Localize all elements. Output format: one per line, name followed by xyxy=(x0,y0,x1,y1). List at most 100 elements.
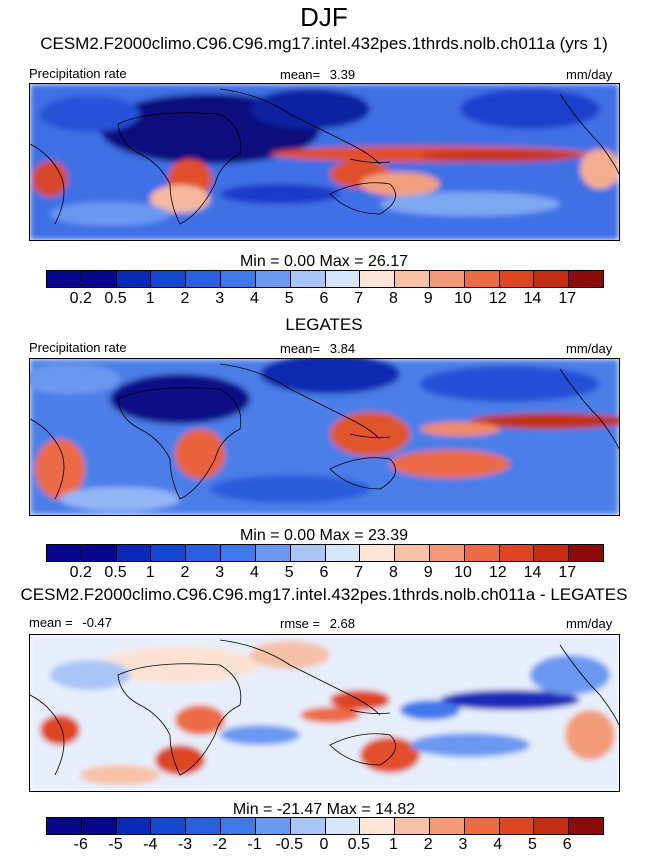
colorbar-2-swatch xyxy=(186,545,222,561)
colorbar-1-swatch xyxy=(464,271,500,287)
colorbar-2-swatch xyxy=(151,545,187,561)
colorbar-tick-label: 14 xyxy=(523,290,542,307)
colorbar-1-swatch xyxy=(221,271,256,287)
colorbar-1-swatch xyxy=(47,271,82,287)
colorbar-tick-label: 10 xyxy=(454,564,472,581)
colorbar-3-swatch xyxy=(151,818,187,834)
colorbar-1-swatch xyxy=(255,271,291,287)
colorbar-tick-label: 17 xyxy=(558,290,577,307)
colorbar-3-swatch xyxy=(290,818,326,834)
panel2-minmax: Min = 0.00 Max = 23.39 xyxy=(239,527,409,544)
diff-precip-map xyxy=(29,634,620,792)
colorbar-3-swatch xyxy=(534,818,570,834)
colorbar-1-swatch xyxy=(429,271,465,287)
colorbar-3-swatch xyxy=(429,818,465,834)
colorbar-tick-label: 4 xyxy=(493,836,503,853)
colorbar-1-swatch xyxy=(534,271,570,287)
panel1-mean-stat: mean= 3.39 xyxy=(280,67,355,82)
colorbar-2-swatch xyxy=(290,545,326,561)
panel2-units: mm/day xyxy=(566,341,613,356)
colorbar-tick-label: 5 xyxy=(528,836,537,853)
colorbar-1-swatch xyxy=(151,271,187,287)
panel1-mean-value: 3.39 xyxy=(329,67,356,82)
colorbar-tick-label: 14 xyxy=(523,564,542,581)
colorbar-tick-label: 9 xyxy=(423,290,433,307)
colorbar-tick-label: 4 xyxy=(250,564,259,581)
panel2-mean-stat: mean= 3.84 xyxy=(280,341,355,356)
colorbar-tick-label: 3 xyxy=(215,564,225,581)
colorbar-3-swatch xyxy=(360,818,396,834)
colorbar-2-swatch xyxy=(255,545,291,561)
colorbar-3-swatch xyxy=(569,818,603,834)
panel3-rmse-value: 2.68 xyxy=(329,616,356,631)
colorbar-2-swatch xyxy=(395,545,430,561)
panel1-mean-label: mean= xyxy=(280,67,321,82)
colorbar-2-swatch xyxy=(499,545,535,561)
colorbar-2-swatch xyxy=(534,545,570,561)
colorbar-tick-label: -2 xyxy=(212,836,227,853)
colorbar-2-swatch xyxy=(325,545,361,561)
colorbar-3 xyxy=(46,817,604,835)
colorbar-tick-label: 3 xyxy=(215,290,225,307)
colorbar-tick-label: 0.5 xyxy=(347,836,370,853)
colorbar-tick-label: 1 xyxy=(145,290,155,307)
colorbar-tick-label: 8 xyxy=(389,290,398,307)
colorbar-tick-label: 0 xyxy=(319,836,329,853)
colorbar-2-swatch xyxy=(360,545,396,561)
panel2-mean-label: mean= xyxy=(280,341,321,356)
colorbar-tick-label: 2 xyxy=(423,836,433,853)
colorbar-1-swatch xyxy=(499,271,535,287)
colorbar-tick-label: 0.2 xyxy=(69,564,92,581)
panel3-rmse-label: rmse = xyxy=(280,616,321,631)
colorbar-3-ticks: -6 -5 -4 -3 -2 -1 -0.5 0 0.5 1 2 3 4 5 6 xyxy=(46,836,602,856)
colorbar-1-swatch xyxy=(325,271,361,287)
colorbar-tick-label: 8 xyxy=(389,564,398,581)
colorbar-tick-label: 12 xyxy=(488,564,507,581)
panel3-minmax: Min = -21.47 Max = 14.82 xyxy=(232,801,416,818)
colorbar-1-swatch xyxy=(186,271,222,287)
panel1-units: mm/day xyxy=(566,67,613,82)
colorbar-3-swatch xyxy=(47,818,82,834)
colorbar-tick-label: 12 xyxy=(488,290,507,307)
colorbar-tick-label: 1 xyxy=(389,836,398,853)
colorbar-3-swatch xyxy=(221,818,256,834)
colorbar-tick-label: 10 xyxy=(454,290,472,307)
colorbar-tick-label: 6 xyxy=(562,836,572,853)
colorbar-tick-label: 2 xyxy=(180,564,190,581)
panel1-variable-label: Precipitation rate xyxy=(29,66,127,81)
colorbar-1-swatch xyxy=(569,271,603,287)
colorbar-tick-label: 0.5 xyxy=(104,290,127,307)
colorbar-tick-label: 17 xyxy=(558,564,577,581)
colorbar-1-swatch xyxy=(81,271,117,287)
colorbar-tick-label: 0.2 xyxy=(69,290,92,307)
colorbar-3-swatch xyxy=(81,818,117,834)
colorbar-tick-label: 5 xyxy=(284,564,294,581)
colorbar-tick-label: -0.5 xyxy=(275,836,304,853)
colorbar-2-swatch xyxy=(221,545,256,561)
colorbar-tick-label: 7 xyxy=(354,290,364,307)
panel1-minmax: Min = 0.00 Max = 26.17 xyxy=(239,253,409,270)
colorbar-2-swatch xyxy=(116,545,152,561)
colorbar-tick-label: -1 xyxy=(247,836,262,853)
colorbar-1-ticks: 0.2 0.5 1 2 3 4 5 6 7 8 9 10 12 14 17 xyxy=(46,290,602,310)
colorbar-3-swatch xyxy=(464,818,500,834)
colorbar-tick-label: 9 xyxy=(423,564,433,581)
colorbar-1 xyxy=(46,270,604,288)
colorbar-3-swatch xyxy=(186,818,222,834)
colorbar-3-swatch xyxy=(116,818,152,834)
colorbar-tick-label: 1 xyxy=(145,564,155,581)
colorbar-1-swatch xyxy=(290,271,326,287)
panel3-mean-value: -0.47 xyxy=(82,615,112,630)
colorbar-tick-label: -6 xyxy=(73,836,88,853)
colorbar-2 xyxy=(46,544,604,562)
colorbar-2-swatch xyxy=(429,545,465,561)
colorbar-tick-label: 6 xyxy=(319,290,329,307)
colorbar-tick-label: -5 xyxy=(108,836,123,853)
colorbar-3-swatch xyxy=(255,818,291,834)
colorbar-2-ticks: 0.2 0.5 1 2 3 4 5 6 7 8 9 10 12 14 17 xyxy=(46,564,602,584)
colorbar-tick-label: 3 xyxy=(458,836,468,853)
colorbar-3-swatch xyxy=(395,818,430,834)
colorbar-3-swatch xyxy=(325,818,361,834)
panel2-variable-label: Precipitation rate xyxy=(29,340,127,355)
colorbar-2-swatch xyxy=(569,545,603,561)
